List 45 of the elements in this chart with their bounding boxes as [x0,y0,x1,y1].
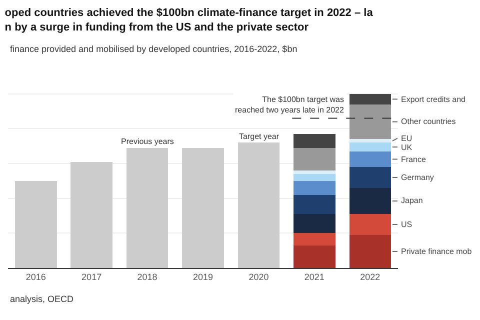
bar [349,234,392,268]
x-tick-label: 2021 [304,272,324,282]
x-tick-label: 2020 [248,272,269,282]
series-label: Germany [401,173,434,182]
bar [70,162,112,268]
bar [182,148,224,268]
series-label: Japan [401,196,423,205]
bar [294,194,336,214]
bar [294,170,336,174]
bar [294,134,336,148]
bar [14,180,57,268]
series-label: EU [401,134,412,143]
bar [349,104,392,140]
bar [294,174,336,181]
bar [349,142,392,152]
chart-subtitle: finance provided and mobilised by developed countries, 2016-2022, $bn [10,44,298,54]
series-label: Private finance mob [401,247,472,256]
bar [349,94,392,104]
bar [238,142,280,268]
series-label: France [401,155,426,164]
x-tick-label: 2022 [360,272,380,282]
bar [294,148,336,171]
ref-line-label: The $100bn target was reached two years late in 2022 [235,95,345,114]
series-label: Export credits and [401,95,466,104]
bar [349,151,392,168]
bar [294,245,336,268]
x-tick-label: 2018 [137,272,158,282]
bar [349,214,392,235]
bar [349,139,392,143]
series-label: UK [401,143,413,152]
chart-title: oped countries achieved the $100bn climate-finance target in 2022 – la n by a surge in funding from the US and the private sector [4,7,374,34]
annotation: Previous years [121,137,174,146]
x-tick-label: 2016 [26,272,46,282]
text: analysis, OECD [10,294,74,304]
series-label: US [401,220,412,229]
series-label: Other countries [401,117,456,126]
bar [126,148,168,268]
bar [294,180,336,195]
bar [349,167,392,188]
x-tick-label: 2019 [192,272,214,282]
x-tick-label: 2017 [82,272,102,282]
bar [294,233,336,246]
bar [349,188,392,214]
bar [294,214,336,234]
annotation: Target year [239,132,280,141]
